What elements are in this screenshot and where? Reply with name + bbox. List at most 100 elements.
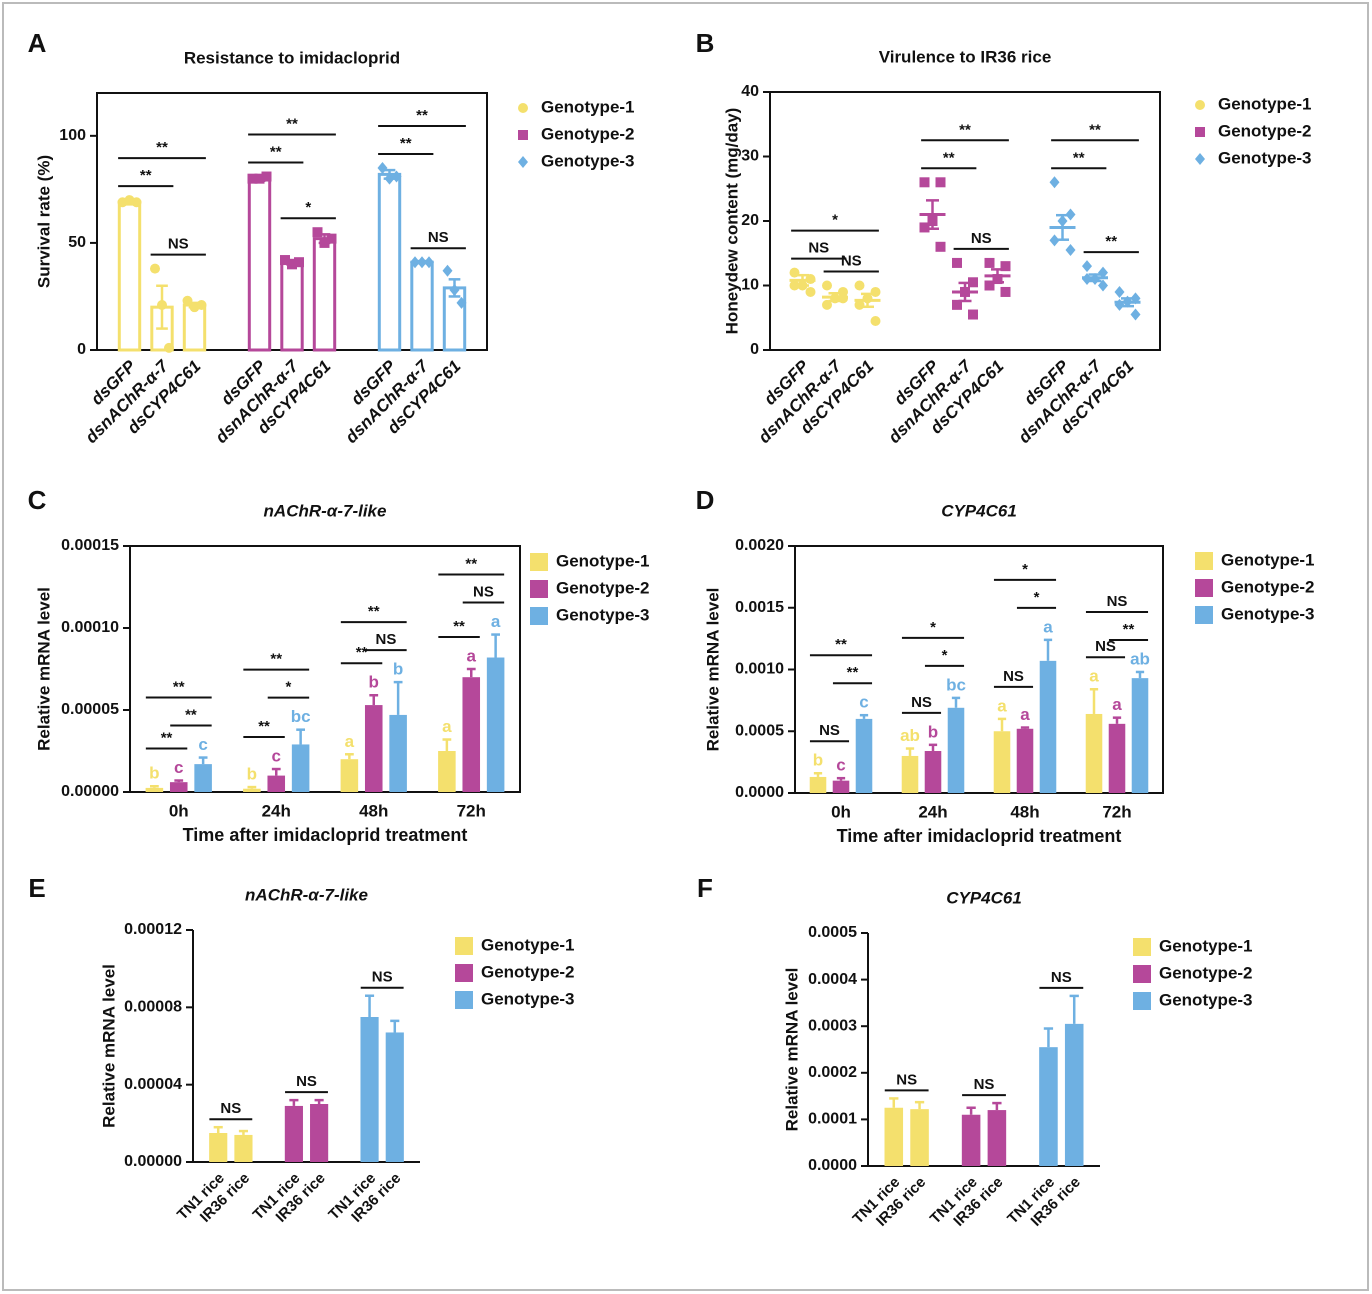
bar [924,751,942,793]
bar [310,1104,329,1162]
legend-label: Genotype-3 [556,605,650,624]
data-point [1065,244,1076,257]
y-axis-label: Honeydew content (mg/day) [722,108,741,335]
chart-title: Resistance to imidacloprid [184,48,400,67]
bar [389,714,407,792]
data-point [1130,292,1141,305]
significance-label: NS [841,252,862,269]
data-point [870,286,881,297]
legend-label: Genotype-2 [541,124,635,143]
y-axis-label: Relative mRNA level [703,588,722,752]
legend-label: Genotype-1 [541,97,635,116]
data-point [935,241,946,252]
significance-label: NS [808,240,829,257]
x-tick-label: 72h [1102,802,1131,821]
significance-letter: b [369,673,379,692]
significance-label: ** [185,707,197,724]
bar [247,177,272,352]
bar [117,200,142,352]
data-point [157,300,167,311]
legend-marker [1133,938,1151,956]
bar [145,787,164,792]
bar [993,731,1011,793]
data-point [789,280,800,291]
data-point [1000,261,1011,272]
x-axis-label: Time after imidacloprid treatment [183,825,468,845]
significance-letter: b [393,660,403,679]
chart-title: Virulence to IR36 rice [879,47,1052,66]
data-point [870,315,881,326]
x-tick-label: 24h [262,801,291,820]
bar [1039,660,1057,793]
data-point [789,267,800,278]
legend-marker [518,130,528,140]
significance-label: * [832,212,838,229]
y-tick-label: 0.0000 [808,1157,857,1174]
bar [1131,678,1149,793]
significance-label: ** [161,729,173,746]
significance-label: ** [959,121,971,138]
panel-letter: E [28,873,45,903]
significance-label: ** [416,107,428,124]
legend-label: Genotype-3 [1218,148,1312,167]
significance-label: ** [140,167,152,184]
significance-label: NS [971,230,992,247]
significance-label: ** [270,143,282,160]
bar [987,1110,1007,1166]
y-tick-label: 30 [741,148,759,165]
data-point [822,299,832,310]
data-point [261,171,272,182]
x-tick-label: 0h [831,802,851,821]
bar [1064,1023,1084,1166]
data-point [442,264,453,277]
data-point [326,233,337,244]
significance-label: * [1022,561,1028,578]
bar [267,775,286,792]
significance-letter: a [1020,705,1030,724]
bar [1016,728,1034,793]
legend-label: Genotype-1 [1221,550,1315,569]
legend-marker [1195,153,1205,165]
significance-label: NS [473,584,494,601]
legend-marker [1133,992,1151,1010]
significance-label: NS [911,694,932,711]
data-point [1098,266,1108,279]
data-point [280,255,290,266]
y-tick-label: 0.0004 [808,971,857,988]
data-point [927,216,938,226]
data-point [952,299,962,310]
bar [340,759,359,792]
y-tick-label: 0.0005 [735,722,784,739]
data-point [992,274,1003,285]
bar [910,1109,929,1166]
data-point [1049,176,1060,189]
data-point [254,173,265,184]
panel-letter: B [696,28,715,58]
data-point [838,293,848,304]
significance-label: NS [819,722,840,739]
chart-title: CYP4C61 [946,888,1022,907]
legend-label: Genotype-2 [1221,577,1315,596]
y-axis-label: Relative mRNA level [782,968,801,1132]
significance-label: NS [376,631,397,648]
legend-marker [1195,127,1205,137]
y-tick-label: 0.00000 [61,783,119,800]
data-point [247,173,258,184]
bar [410,260,434,352]
data-point [312,227,323,238]
data-point [854,280,865,291]
bar [1039,1047,1058,1166]
y-axis-label: Survival rate (%) [34,155,53,288]
bar [291,744,310,792]
data-point [1065,208,1076,221]
significance-label: ** [173,679,185,696]
y-tick-label: 0.0010 [735,661,784,678]
legend-label: Genotype-1 [556,551,650,570]
y-tick-label: 0.00000 [124,1153,182,1170]
bar [243,788,261,792]
data-point [805,286,816,297]
legend-label: Genotype-2 [481,962,575,981]
legend-marker [455,991,473,1009]
bar [884,1107,904,1166]
bar [809,776,827,793]
